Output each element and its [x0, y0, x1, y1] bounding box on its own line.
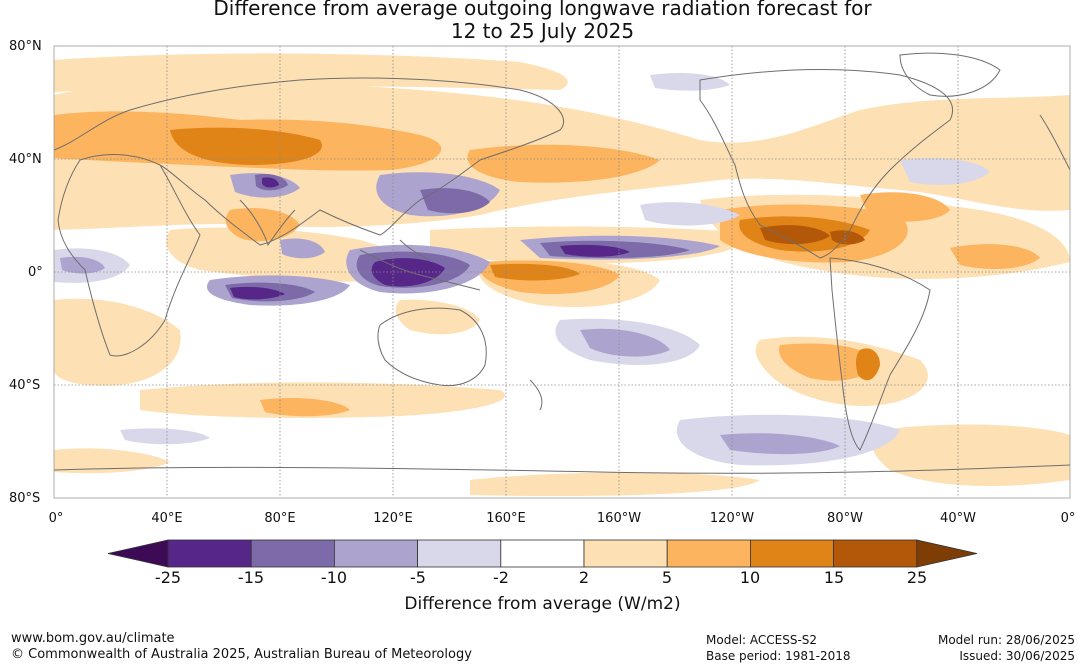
- colorbar-label: 2: [578, 568, 590, 587]
- lon-label-120e: 120°E: [373, 511, 413, 526]
- lat-label-80s: 80°S: [9, 491, 41, 506]
- footer-issued: Issued: 30/06/2025: [959, 649, 1075, 663]
- colorbar-swatch: [833, 539, 918, 568]
- lon-label-40w: 40°W: [940, 511, 976, 526]
- colorbar-label: -2: [493, 568, 509, 587]
- colorbar-extend-low: [107, 539, 169, 568]
- footer-url[interactable]: www.bom.gov.au/climate: [11, 631, 175, 646]
- lon-label-80w: 80°W: [827, 511, 863, 526]
- anomaly-fields: [54, 53, 1070, 497]
- colorbar-swatch: [167, 539, 252, 568]
- colorbar-swatch: [417, 539, 502, 568]
- lat-label-80n: 80°N: [9, 39, 42, 54]
- colorbar-label: -10: [320, 568, 348, 587]
- colorbar-swatch: [750, 539, 835, 568]
- footer-model: Model: ACCESS-S2: [706, 633, 818, 647]
- map-title-line2: 12 to 25 July 2025: [450, 19, 635, 43]
- colorbar-title: Difference from average (W/m2): [404, 594, 681, 614]
- lon-label-160e: 160°E: [486, 511, 526, 526]
- colorbar-swatch: [250, 539, 335, 568]
- colorbar: [107, 539, 978, 568]
- colorbar-label: 10: [739, 568, 761, 587]
- lon-label-40e: 40°E: [151, 511, 183, 526]
- lon-label-120w: 120°W: [709, 511, 755, 526]
- lat-label-40s: 40°S: [9, 378, 41, 393]
- lon-label-160w: 160°W: [596, 511, 642, 526]
- footer-copyright: © Commonwealth of Australia 2025, Austra…: [11, 647, 472, 662]
- colorbar-label: 15: [823, 568, 845, 587]
- colorbar-label: 25: [906, 568, 928, 587]
- map-frame: [53, 45, 1071, 499]
- colorbar-swatch: [666, 539, 751, 568]
- footer-model-run: Model run: 28/06/2025: [937, 633, 1075, 647]
- anomaly-15-to-25: [760, 225, 865, 245]
- colorbar-label: -25: [154, 568, 182, 587]
- colorbar-label: -5: [410, 568, 426, 587]
- lat-label-0: 0°: [28, 265, 43, 280]
- colorbar-label: 5: [661, 568, 673, 587]
- coastlines: [54, 52, 1070, 474]
- footer-base-period: Base period: 1981-2018: [706, 649, 851, 663]
- colorbar-swatch: [333, 539, 418, 568]
- lat-label-40n: 40°N: [9, 152, 42, 167]
- colorbar-swatch: [583, 539, 668, 568]
- colorbar-label: -15: [237, 568, 265, 587]
- lon-label-0: 0°: [48, 511, 64, 526]
- colorbar-swatch: [500, 539, 585, 568]
- lon-label-0-east: 0°: [1060, 511, 1076, 526]
- colorbar-extend-high: [916, 539, 978, 568]
- lon-label-80e: 80°E: [264, 511, 296, 526]
- map-title-line1: Difference from average outgoing longwav…: [213, 0, 872, 20]
- map-gridlines: [54, 46, 1070, 498]
